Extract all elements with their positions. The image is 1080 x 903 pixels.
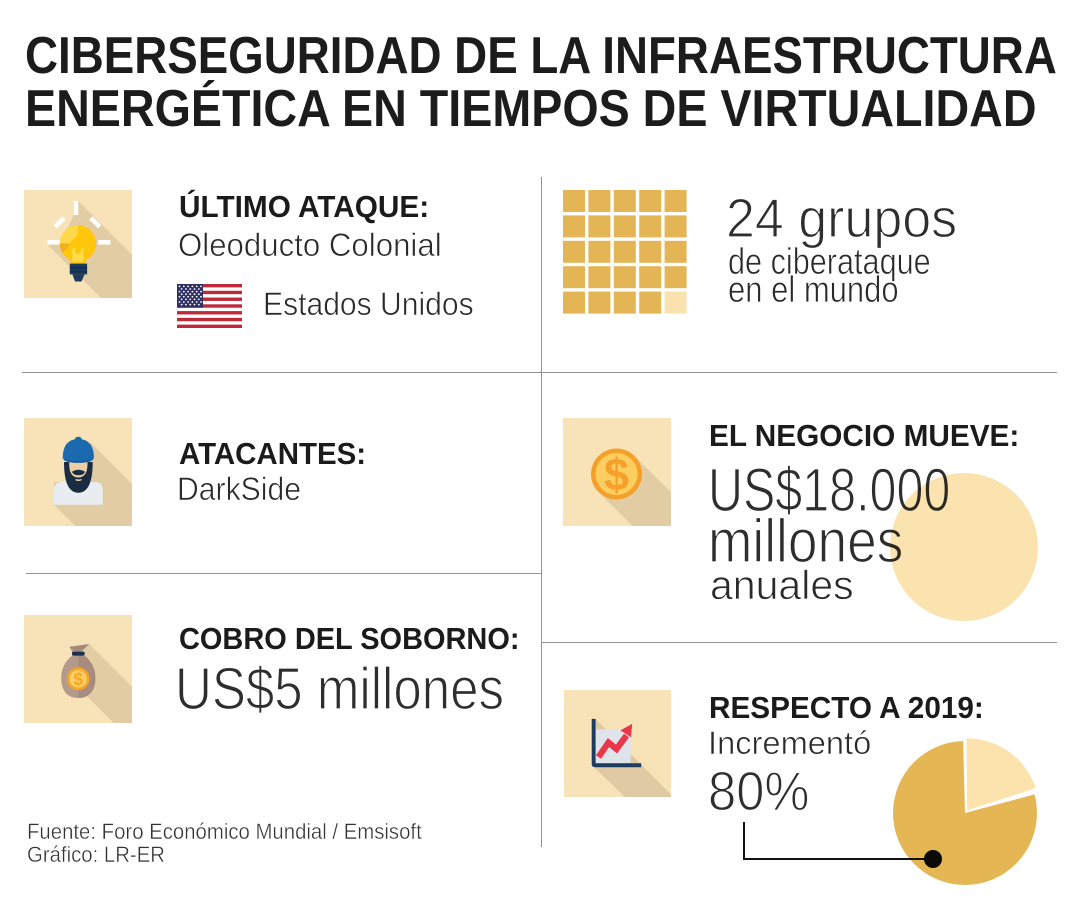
svg-text:$: $ (604, 449, 629, 500)
svg-text:$: $ (73, 669, 83, 689)
